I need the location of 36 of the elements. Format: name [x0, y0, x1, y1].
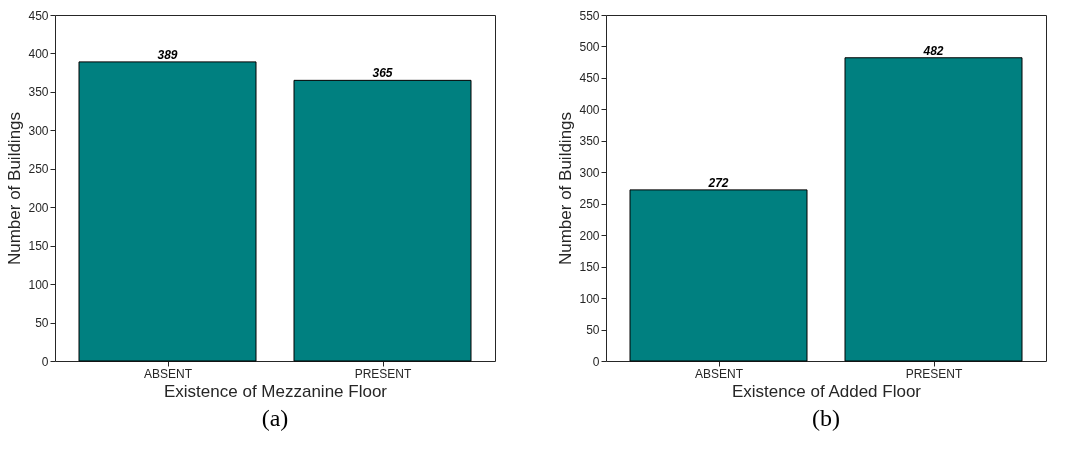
y-tick-label: 150 — [579, 260, 600, 275]
x-tick-label: PRESENT — [354, 366, 412, 381]
y-tick-label: 550 — [579, 8, 600, 23]
x-axis-title: Existence of Added Floor — [731, 381, 922, 401]
x-axis-title: Existence of Mezzanine Floor — [164, 381, 388, 401]
text: (b) — [812, 405, 840, 431]
y-tick-label: 300 — [28, 123, 49, 138]
y-axis-title: Number of Buildings — [556, 111, 576, 266]
y-tick-label: 500 — [579, 39, 600, 54]
y-tick-label: 150 — [28, 239, 49, 254]
x-tick-label: ABSENT — [694, 366, 744, 381]
y-tick-label: 300 — [579, 165, 600, 180]
text: (a) — [261, 405, 289, 431]
y-tick-label: 50 — [586, 323, 600, 338]
y-tick-label: 350 — [579, 134, 600, 149]
data-label: 482 — [922, 43, 944, 58]
x-tick-label: ABSENT — [143, 366, 193, 381]
y-tick-label: 0 — [592, 354, 600, 369]
y-tick-label: 250 — [579, 197, 600, 212]
y-tick-label: 100 — [579, 291, 600, 306]
y-tick-label: 350 — [28, 85, 49, 100]
data-label: 272 — [707, 175, 729, 190]
y-tick-label: 50 — [35, 316, 49, 331]
x-tick-label: PRESENT — [905, 366, 963, 381]
y-tick-label: 400 — [579, 102, 600, 117]
y-tick-label: 250 — [28, 162, 49, 177]
y-axis-title: Number of Buildings — [5, 111, 25, 266]
y-tick-label: 400 — [28, 46, 49, 61]
data-label: 389 — [157, 47, 178, 62]
y-tick-label: 200 — [28, 200, 49, 215]
y-tick-label: 100 — [28, 277, 49, 292]
y-tick-label: 450 — [28, 8, 49, 23]
y-tick-label: 200 — [579, 228, 600, 243]
y-tick-label: 450 — [579, 71, 600, 86]
y-tick-label: 0 — [41, 354, 49, 369]
data-label: 365 — [372, 66, 393, 81]
